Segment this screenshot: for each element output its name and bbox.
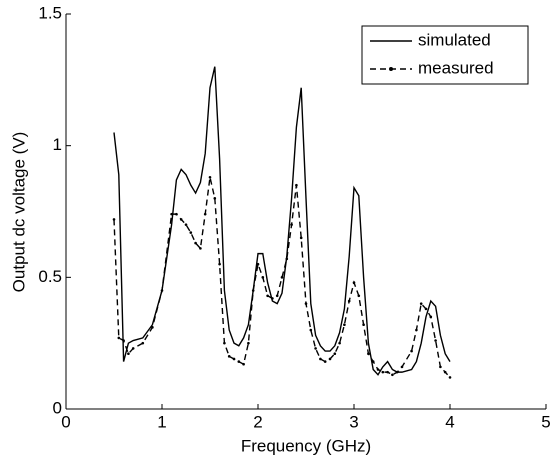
series-marker	[131, 347, 135, 350]
series-marker	[218, 262, 221, 266]
series-marker	[357, 294, 361, 298]
legend-label: measured	[418, 58, 494, 77]
series-marker	[151, 326, 154, 329]
series-marker	[343, 323, 346, 327]
series-marker	[199, 247, 202, 250]
series-marker	[381, 370, 385, 374]
x-axis-label: Frequency (GHz)	[241, 436, 371, 455]
series-marker	[256, 262, 260, 266]
series-marker	[127, 352, 130, 356]
series-marker	[386, 370, 389, 374]
legend-label: simulated	[418, 30, 491, 49]
series-marker	[352, 281, 356, 284]
series-marker	[280, 276, 284, 279]
series-marker	[424, 307, 428, 311]
legend-marker	[389, 67, 393, 71]
series-marker	[367, 352, 370, 356]
x-tick-label: 3	[349, 412, 358, 431]
series-marker	[242, 362, 245, 366]
y-axis-label: Output dc voltage (V)	[9, 132, 28, 293]
series-marker	[271, 297, 274, 300]
x-tick-label: 1	[157, 412, 166, 431]
y-tick-label: 1	[53, 135, 62, 154]
series-marker	[314, 347, 317, 350]
series-marker	[194, 241, 197, 245]
x-tick-label: 4	[445, 412, 454, 431]
series-marker	[266, 294, 269, 298]
series-marker	[170, 212, 173, 216]
series-marker	[338, 341, 341, 345]
series-marker	[232, 357, 236, 361]
x-tick-label: 0	[61, 412, 70, 431]
series-marker	[400, 365, 404, 369]
y-tick-label: 0	[53, 398, 62, 417]
series-marker	[429, 315, 433, 319]
series-marker	[285, 257, 289, 261]
series-marker	[309, 328, 313, 332]
series-marker	[443, 370, 447, 374]
series-marker	[275, 294, 279, 298]
series-marker	[208, 175, 212, 179]
series-marker	[223, 341, 226, 345]
y-tick-label: 1.5	[38, 3, 62, 22]
series-marker	[203, 212, 207, 216]
series-marker	[319, 357, 322, 361]
series-marker	[160, 289, 164, 292]
y-tick-label: 0.5	[38, 267, 62, 286]
series-marker	[261, 276, 265, 279]
series-marker	[415, 328, 418, 332]
series-marker	[362, 323, 365, 327]
series-marker	[376, 368, 380, 371]
series-marker	[448, 376, 452, 379]
x-tick-label: 5	[541, 412, 550, 431]
series-marker	[112, 218, 116, 221]
series-marker	[410, 349, 413, 353]
series-marker	[251, 289, 255, 292]
legend-box	[361, 25, 529, 85]
series-marker	[333, 352, 337, 356]
series-marker	[304, 302, 308, 305]
series-line	[113, 66, 451, 376]
series-marker	[175, 212, 178, 216]
series-marker	[227, 355, 231, 358]
series-marker	[237, 360, 241, 363]
series-marker	[434, 339, 437, 342]
x-tick-label: 2	[253, 412, 262, 431]
series-marker	[117, 336, 121, 340]
series-marker	[179, 218, 183, 221]
series-marker	[184, 223, 188, 226]
series-marker	[290, 223, 293, 226]
series-marker	[371, 360, 375, 363]
series-marker	[395, 370, 399, 374]
series-marker	[299, 236, 303, 240]
series-marker	[328, 357, 332, 361]
series-marker	[247, 341, 250, 345]
series-marker	[141, 341, 145, 345]
series-marker	[323, 360, 327, 363]
series-marker	[347, 299, 351, 303]
series-marker	[391, 373, 394, 377]
series-marker	[295, 183, 298, 187]
series-marker	[419, 302, 423, 305]
series-marker	[213, 197, 217, 200]
series-marker	[189, 231, 193, 234]
series-marker	[439, 365, 442, 369]
series-marker	[122, 339, 125, 342]
